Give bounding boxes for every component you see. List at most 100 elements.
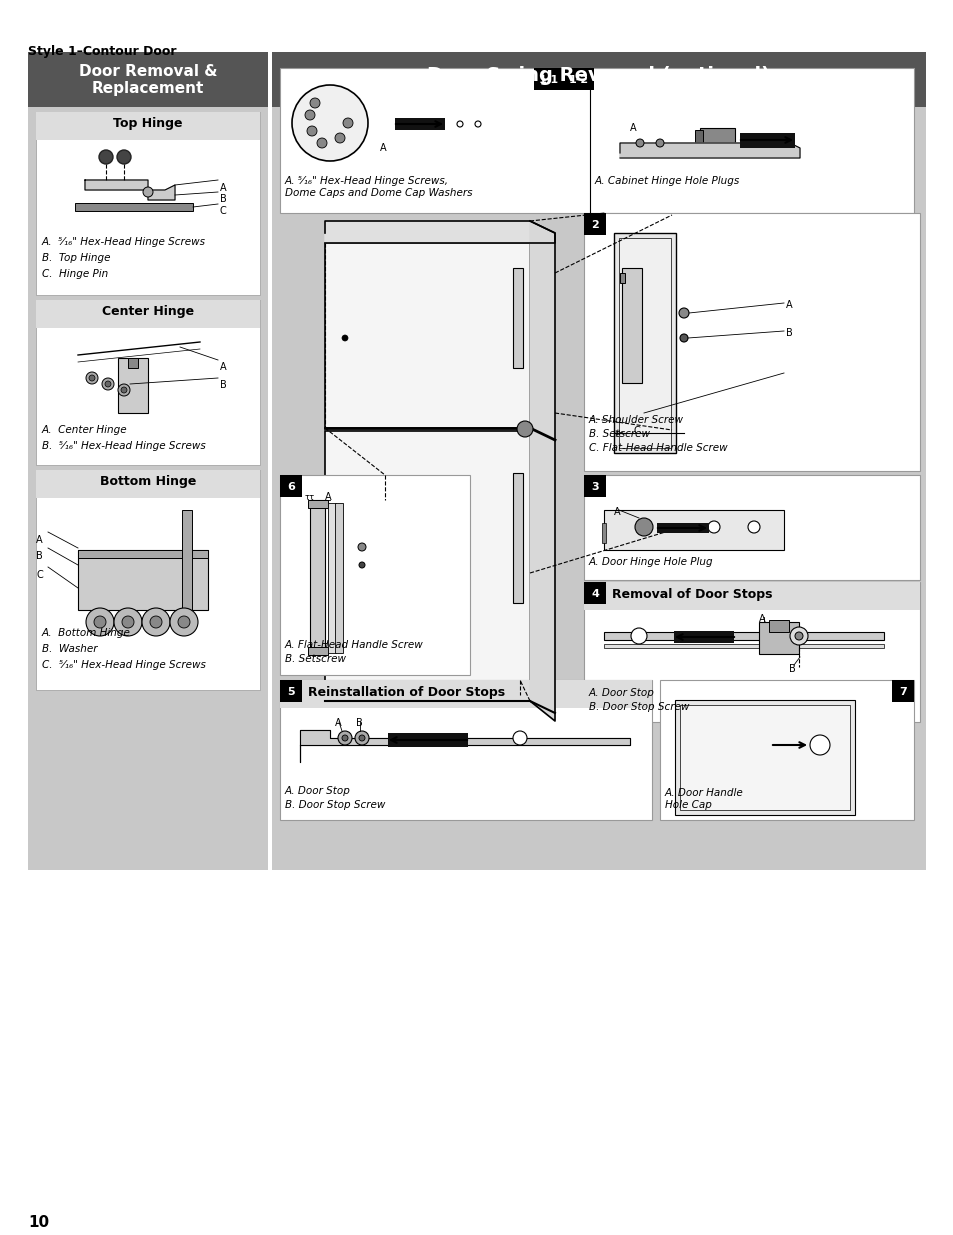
Circle shape [102, 378, 113, 390]
Bar [513, 473, 522, 603]
Text: B: B [788, 664, 795, 674]
Circle shape [305, 110, 314, 120]
Circle shape [635, 517, 652, 536]
Text: A.  Bottom Hinge: A. Bottom Hinge [42, 629, 131, 638]
Bar [583, 475, 605, 496]
Text: Center Hinge: Center Hinge [102, 305, 193, 317]
Text: B.  Top Hinge: B. Top Hinge [42, 253, 111, 263]
Circle shape [117, 149, 131, 164]
Text: A: A [335, 718, 341, 727]
Bar [534, 68, 563, 90]
Circle shape [809, 735, 829, 755]
Text: Removal of Door Stops: Removal of Door Stops [612, 588, 772, 601]
Bar [740, 133, 794, 148]
Text: C: C [36, 571, 43, 580]
Polygon shape [325, 221, 555, 243]
Circle shape [355, 731, 369, 745]
Text: B: B [785, 329, 792, 338]
Bar [36, 300, 260, 329]
Bar [603, 632, 883, 640]
Bar [36, 471, 260, 498]
Text: B: B [36, 551, 43, 561]
Circle shape [121, 387, 127, 393]
Text: Style 1–Contour Door: Style 1–Contour Door [28, 44, 176, 58]
Polygon shape [299, 730, 629, 762]
Circle shape [292, 85, 368, 161]
Circle shape [794, 632, 802, 640]
Text: A: A [379, 143, 386, 153]
Bar [36, 112, 260, 295]
Circle shape [113, 608, 142, 636]
Bar [280, 680, 302, 701]
Bar [280, 680, 651, 820]
Text: 3: 3 [591, 482, 598, 492]
Circle shape [707, 521, 720, 534]
Circle shape [86, 608, 113, 636]
Circle shape [341, 735, 348, 741]
Text: A. Door Stop: A. Door Stop [588, 688, 654, 698]
Circle shape [335, 133, 345, 143]
Text: B: B [355, 718, 362, 727]
Circle shape [679, 308, 688, 317]
Bar [603, 643, 883, 648]
Text: B. Door Stop Screw: B. Door Stop Screw [588, 701, 689, 713]
Bar [280, 68, 913, 212]
Bar [659, 680, 913, 820]
Bar [328, 503, 335, 653]
Bar [280, 475, 470, 676]
Circle shape [636, 140, 643, 147]
Text: B. Door Stop Screw: B. Door Stop Screw [285, 800, 385, 810]
Bar [583, 582, 605, 604]
Circle shape [170, 608, 198, 636]
Circle shape [178, 616, 190, 629]
Polygon shape [530, 221, 555, 721]
Text: A: A [614, 508, 620, 517]
Circle shape [122, 616, 133, 629]
Circle shape [517, 421, 533, 437]
Bar [768, 620, 788, 632]
Bar [513, 268, 522, 368]
Bar [695, 130, 702, 146]
Text: C: C [220, 206, 227, 216]
Text: 5: 5 [287, 687, 294, 697]
Circle shape [789, 627, 807, 645]
Text: Door Swing Reversal (optional): Door Swing Reversal (optional) [427, 65, 770, 85]
Bar [603, 510, 783, 550]
Bar [700, 128, 734, 148]
Circle shape [337, 731, 352, 745]
Circle shape [94, 616, 106, 629]
Text: A: A [36, 535, 43, 545]
Text: Reinstallation of Door Stops: Reinstallation of Door Stops [308, 685, 504, 699]
Text: 7: 7 [898, 687, 906, 697]
Text: A. Flat-Head Handle Screw: A. Flat-Head Handle Screw [285, 640, 423, 650]
Bar [28, 52, 268, 869]
Bar [308, 647, 328, 655]
Bar [308, 500, 328, 508]
Circle shape [307, 126, 316, 136]
Circle shape [357, 543, 366, 551]
Text: B. Setscrew: B. Setscrew [285, 655, 346, 664]
Bar [673, 631, 733, 643]
Text: 1-2: 1-2 [568, 75, 588, 85]
Text: A. Cabinet Hinge Hole Plugs: A. Cabinet Hinge Hole Plugs [595, 177, 740, 186]
Circle shape [358, 735, 365, 741]
Bar [325, 431, 530, 701]
Text: 4: 4 [591, 589, 598, 599]
Bar [280, 680, 651, 708]
Bar [614, 233, 676, 453]
Bar [128, 358, 138, 368]
Circle shape [475, 121, 480, 127]
Text: A: A [220, 362, 227, 372]
Text: A: A [220, 183, 227, 193]
Text: B.  ⁵⁄₁₆" Hex-Head Hinge Screws: B. ⁵⁄₁₆" Hex-Head Hinge Screws [42, 441, 206, 451]
Bar [583, 475, 919, 580]
Circle shape [341, 335, 348, 341]
Circle shape [105, 382, 111, 387]
Bar [310, 500, 325, 655]
Text: 6: 6 [287, 482, 294, 492]
Text: A: A [785, 300, 792, 310]
Text: A.  Center Hinge: A. Center Hinge [42, 425, 128, 435]
Polygon shape [619, 143, 800, 158]
Text: 10: 10 [28, 1215, 49, 1230]
Text: C.  Hinge Pin: C. Hinge Pin [42, 269, 108, 279]
